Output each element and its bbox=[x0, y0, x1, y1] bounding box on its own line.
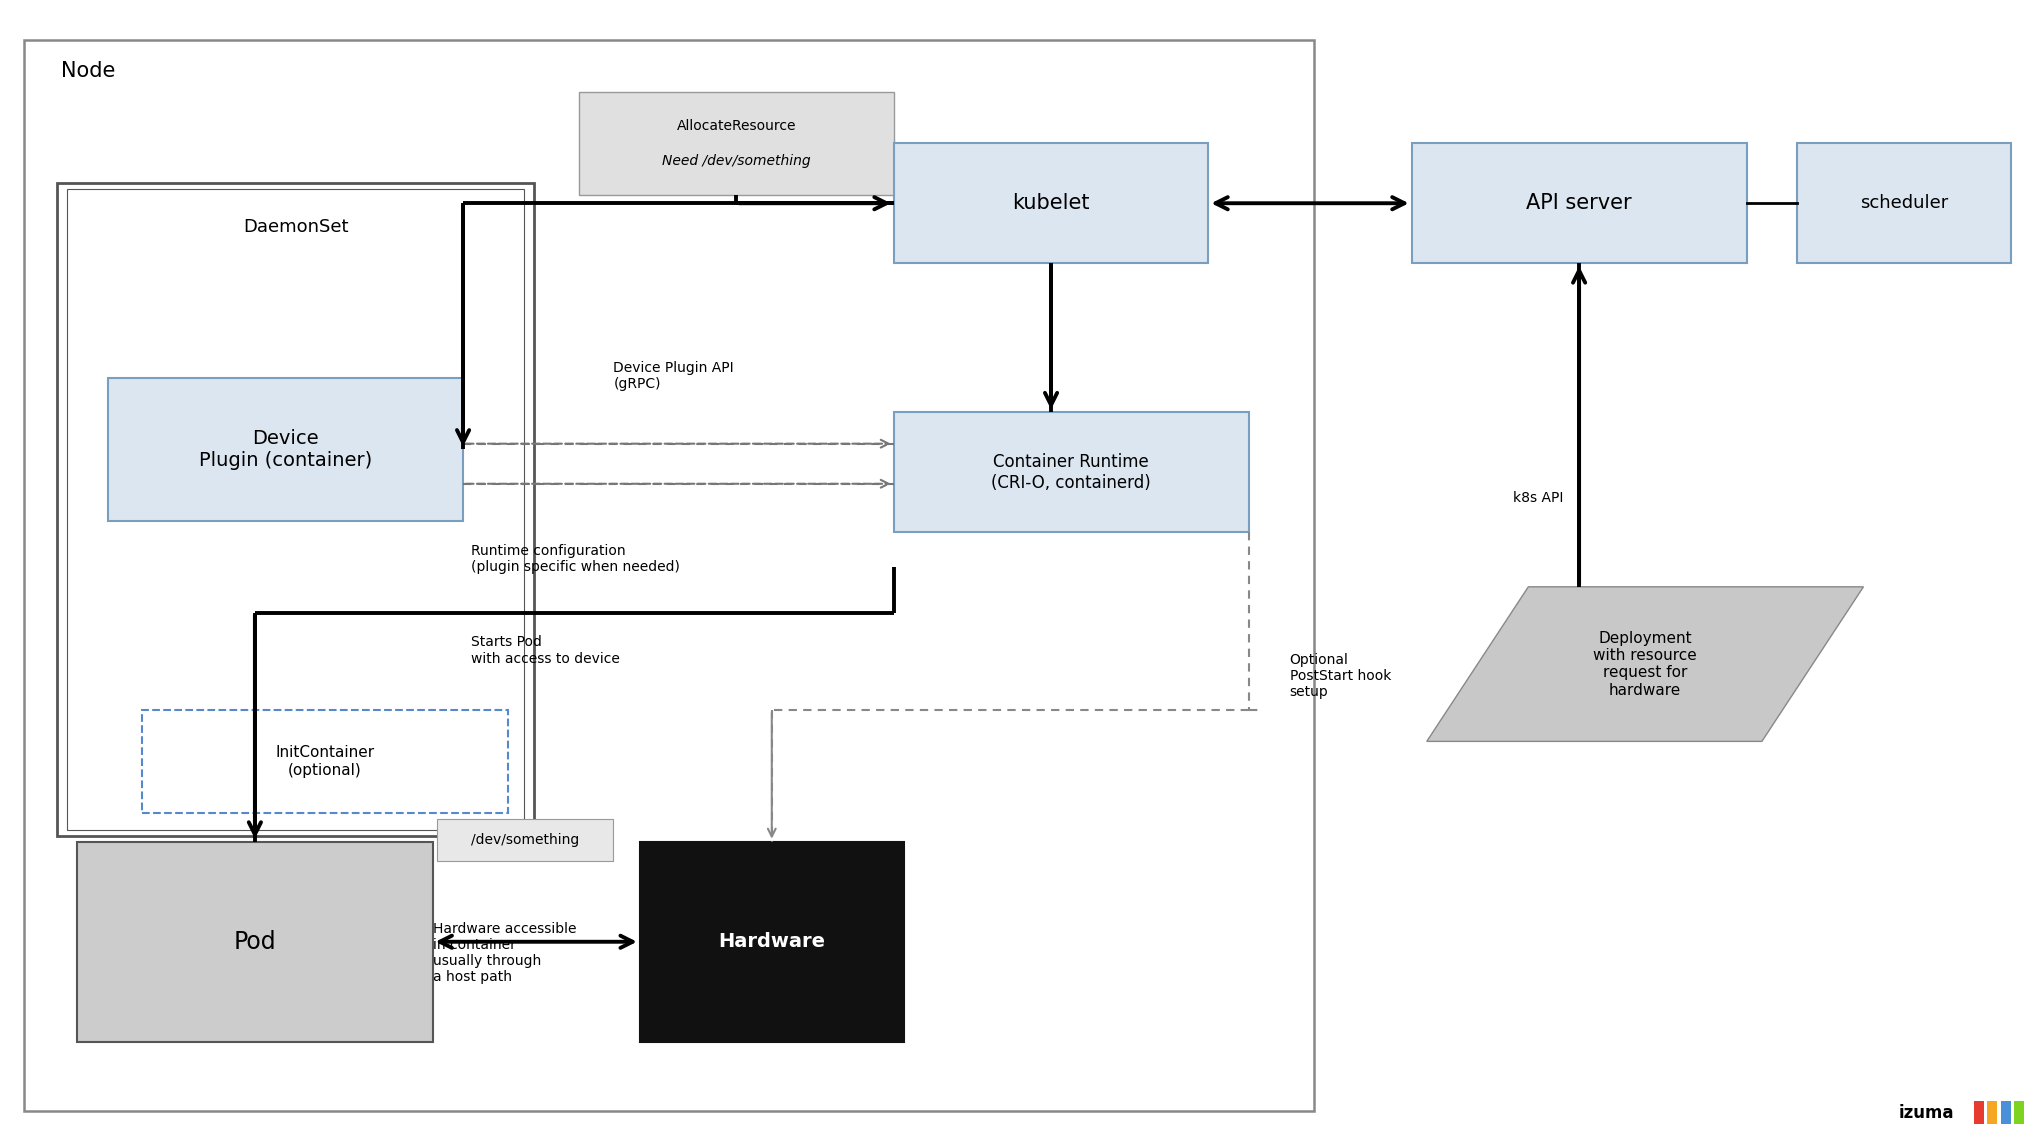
Text: Runtime configuration
(plugin specific when needed): Runtime configuration (plugin specific w… bbox=[471, 544, 680, 574]
FancyBboxPatch shape bbox=[436, 819, 613, 861]
FancyBboxPatch shape bbox=[1973, 1101, 1983, 1124]
Text: API server: API server bbox=[1525, 194, 1632, 213]
Text: Device
Plugin (container): Device Plugin (container) bbox=[199, 429, 371, 469]
Text: scheduler: scheduler bbox=[1859, 195, 1947, 212]
Text: DaemonSet: DaemonSet bbox=[244, 218, 347, 236]
FancyBboxPatch shape bbox=[1411, 143, 1746, 263]
Text: AllocateResource: AllocateResource bbox=[676, 119, 796, 133]
Text: k8s API: k8s API bbox=[1512, 491, 1563, 505]
Text: Optional
PostStart hook
setup: Optional PostStart hook setup bbox=[1289, 653, 1391, 700]
Polygon shape bbox=[1425, 587, 1864, 742]
Text: kubelet: kubelet bbox=[1011, 194, 1090, 213]
Text: Container Runtime
(CRI-O, containerd): Container Runtime (CRI-O, containerd) bbox=[991, 453, 1151, 491]
FancyBboxPatch shape bbox=[1797, 143, 2010, 263]
FancyBboxPatch shape bbox=[639, 842, 903, 1042]
FancyBboxPatch shape bbox=[1985, 1101, 1995, 1124]
Text: Pod: Pod bbox=[233, 930, 276, 954]
Text: Need /dev/something: Need /dev/something bbox=[662, 155, 810, 168]
Text: InitContainer
(optional): InitContainer (optional) bbox=[276, 745, 374, 777]
Text: Hardware accessible
in container
usually through
a host path: Hardware accessible in container usually… bbox=[432, 922, 577, 985]
FancyBboxPatch shape bbox=[893, 143, 1208, 263]
Text: Deployment
with resource
request for
hardware: Deployment with resource request for har… bbox=[1592, 631, 1697, 697]
FancyBboxPatch shape bbox=[67, 189, 524, 830]
Text: Starts Pod
with access to device: Starts Pod with access to device bbox=[471, 635, 619, 665]
Text: Node: Node bbox=[61, 61, 116, 80]
FancyBboxPatch shape bbox=[108, 378, 463, 521]
FancyBboxPatch shape bbox=[142, 710, 508, 813]
FancyBboxPatch shape bbox=[77, 842, 432, 1042]
FancyBboxPatch shape bbox=[57, 183, 534, 836]
FancyBboxPatch shape bbox=[893, 412, 1248, 532]
FancyBboxPatch shape bbox=[2000, 1101, 2010, 1124]
FancyBboxPatch shape bbox=[24, 40, 1313, 1111]
Text: izuma: izuma bbox=[1898, 1104, 1953, 1122]
Text: Hardware: Hardware bbox=[719, 932, 824, 951]
Text: /dev/something: /dev/something bbox=[471, 832, 579, 847]
FancyBboxPatch shape bbox=[579, 92, 893, 195]
Text: Device Plugin API
(gRPC): Device Plugin API (gRPC) bbox=[613, 361, 733, 390]
FancyBboxPatch shape bbox=[2012, 1101, 2022, 1124]
